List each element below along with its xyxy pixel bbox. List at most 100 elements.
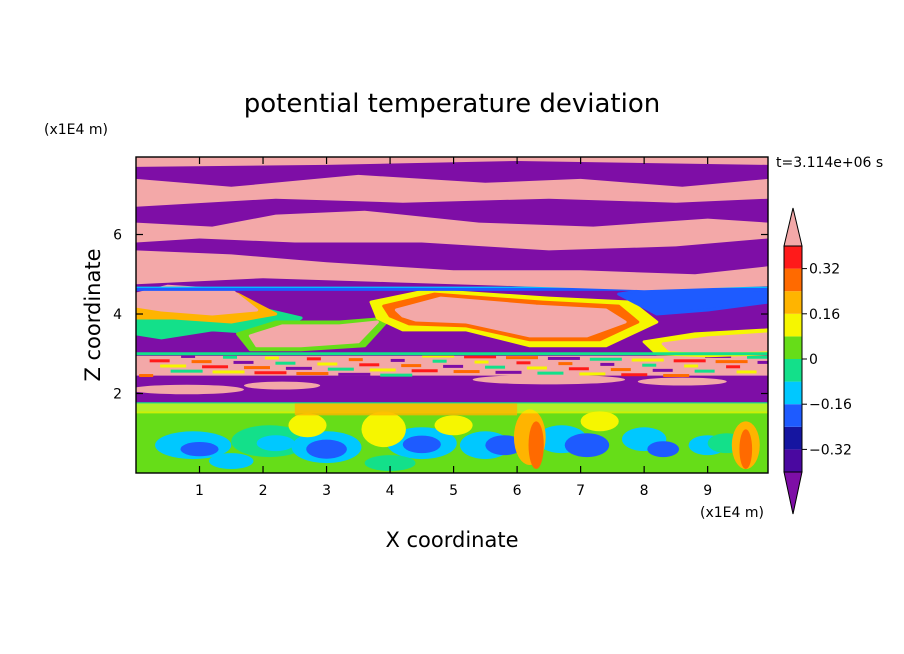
eddy: [564, 433, 610, 458]
colorbar-tick-label: −0.16: [809, 397, 852, 413]
warm-patch: [243, 381, 321, 390]
x-tick-label: 9: [703, 483, 712, 499]
warm-plume: [361, 411, 406, 448]
mixed-streak: [411, 369, 438, 373]
turbulent-cap-warm: [294, 403, 518, 416]
mixed-streak: [432, 359, 447, 363]
mixed-streak: [485, 365, 506, 369]
mixed-streak: [212, 370, 245, 374]
mixed-streak: [390, 358, 405, 362]
mixed-streak: [505, 356, 538, 360]
mixed-streak: [631, 358, 664, 362]
mixed-streak: [285, 366, 312, 370]
eddy: [647, 441, 680, 458]
mixed-streak: [275, 361, 296, 365]
mixed-streak: [610, 368, 631, 372]
mixed-streak: [652, 368, 673, 372]
x-tick-label: 1: [195, 483, 204, 499]
contour-field: [136, 157, 768, 473]
mixed-streak: [149, 359, 170, 363]
colorbar-segment: [784, 291, 802, 314]
mixed-streak: [663, 374, 690, 378]
colorbar-tick-label: 0: [809, 352, 818, 368]
x-tick-label: 5: [449, 483, 458, 499]
mixed-streak: [139, 374, 154, 378]
mixed-streak: [464, 355, 497, 359]
colorbar-tick-label: −0.32: [809, 442, 852, 458]
colorbar-segment: [784, 359, 802, 382]
y-axis-label: Z coordinate: [81, 248, 105, 381]
mixed-streak: [600, 362, 615, 366]
mixed-streak: [380, 373, 413, 377]
warm-plume: [528, 421, 544, 470]
contour-region: [248, 320, 379, 348]
mixed-streak: [170, 369, 203, 373]
colorbar-segment: [784, 426, 802, 450]
chart-title: potential temperature deviation: [244, 89, 660, 119]
plot-area: [136, 157, 768, 473]
mixed-streak: [568, 367, 589, 371]
colorbar-under-arrow: [783, 471, 803, 515]
colorbar-over-arrow: [783, 207, 803, 247]
colorbar-segment: [784, 381, 802, 405]
mixed-streak: [369, 368, 396, 372]
mixed-streak: [160, 364, 187, 368]
mixed-streak: [474, 360, 489, 364]
warm-patch: [472, 374, 626, 385]
eddy: [364, 455, 416, 472]
mixed-streak: [558, 362, 573, 366]
mixed-streak: [757, 360, 768, 364]
y-tick-label: 2: [113, 387, 122, 403]
mixed-streak: [443, 364, 464, 368]
colorbar-segment: [784, 246, 802, 269]
warm-layer: [136, 174, 768, 207]
mixed-streak: [223, 355, 238, 359]
eddy: [485, 435, 524, 456]
mixed-streak: [516, 361, 531, 365]
mixed-streak: [296, 372, 329, 376]
mixed-streak: [579, 372, 606, 376]
contour-region: [661, 332, 768, 354]
contour-region: [394, 296, 627, 338]
mixed-streak: [401, 364, 422, 368]
mixed-streak: [243, 366, 270, 370]
mixed-streak: [422, 354, 455, 358]
colorbar: 0.32 0.16 0 −0.16 −0.32: [783, 207, 852, 515]
mixed-streak: [348, 358, 363, 362]
mixed-streak: [495, 370, 522, 374]
mixed-streak: [673, 359, 706, 363]
warm-layer: [136, 210, 768, 251]
plot-frame: [135, 156, 769, 474]
y-axis-units: (x1E4 m): [44, 122, 108, 138]
y-axis-ticks: 2 4 6: [113, 228, 768, 403]
mixed-streak: [359, 363, 380, 367]
mixed-streak: [327, 367, 354, 371]
eddy: [209, 453, 254, 470]
mixed-streak: [589, 357, 622, 361]
mixed-streak: [306, 357, 321, 361]
mixed-streak: [202, 365, 229, 369]
mixed-streak: [726, 365, 741, 369]
warm-plume: [739, 429, 753, 470]
mixed-streak: [715, 360, 748, 364]
mixed-streak: [338, 372, 371, 376]
x-tick-label: 6: [513, 483, 522, 499]
x-tick-label: 2: [259, 483, 268, 499]
time-label: t=3.114e+06 s: [776, 155, 883, 171]
colorbar-tick-label: 0.32: [809, 262, 840, 278]
mixed-streak: [621, 373, 648, 377]
colorbar-tick-label: 0.16: [809, 307, 840, 323]
mixed-streak: [254, 371, 287, 375]
colorbar-segment: [784, 336, 802, 359]
mixed-streak: [642, 363, 657, 367]
mixed-streak: [317, 362, 338, 366]
warm-plume: [580, 411, 619, 432]
warm-plume: [434, 415, 473, 436]
x-tick-label: 7: [576, 483, 585, 499]
eddy: [402, 435, 441, 454]
x-axis-label: X coordinate: [385, 528, 518, 552]
mixed-streak: [526, 366, 547, 370]
eddy: [306, 439, 347, 459]
eddy: [180, 441, 219, 457]
